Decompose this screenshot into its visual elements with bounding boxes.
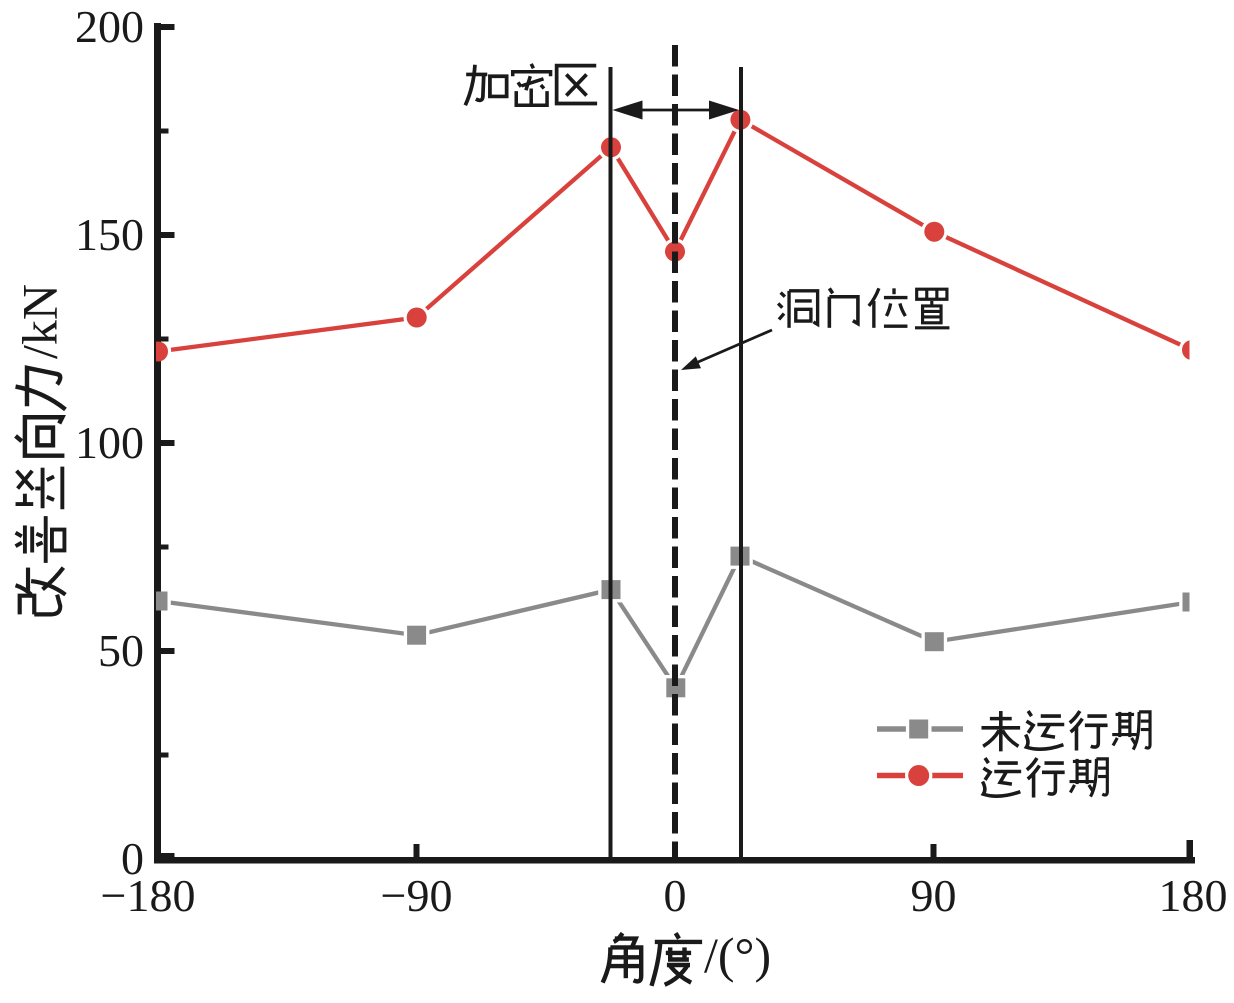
svg-text:200: 200 (75, 1, 144, 52)
svg-text:90: 90 (911, 870, 957, 921)
svg-text:0: 0 (121, 833, 144, 884)
svg-text:0: 0 (664, 870, 687, 921)
svg-text:180: 180 (1159, 870, 1228, 921)
svg-text:/kN: /kN (12, 284, 68, 359)
svg-text:100: 100 (75, 417, 144, 468)
svg-text:50: 50 (98, 625, 144, 676)
svg-text:150: 150 (75, 209, 144, 260)
svg-text:−180: −180 (101, 870, 196, 921)
svg-text:−90: −90 (381, 870, 453, 921)
svg-text:/(°): /(°) (704, 927, 771, 983)
